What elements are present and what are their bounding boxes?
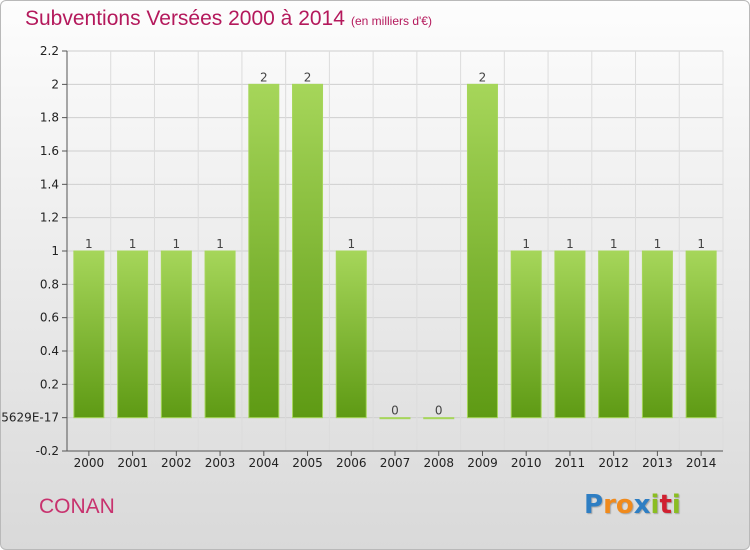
axes: -0.2 -1.15629E-17 0.2 0.4 0.6 0.8 1 1.2 1.4 1.6 1.… (1, 44, 723, 470)
bar (466, 83, 498, 419)
logo-letter: t (659, 490, 672, 520)
bar (641, 250, 673, 419)
y-tick-label: 0.8 (40, 277, 59, 291)
bar (160, 250, 192, 419)
bar-value-label: 1 (173, 237, 181, 251)
bar-value-label: 1 (129, 237, 137, 251)
bar-value-label: 1 (697, 237, 705, 251)
bar-value-label: 1 (654, 237, 662, 251)
bar-value-label: 1 (216, 237, 224, 251)
x-tick-label: 2002 (161, 456, 192, 470)
x-tick-label: 2000 (74, 456, 105, 470)
bar-value-label: 1 (85, 237, 93, 251)
bar (423, 417, 455, 420)
y-tick-label: 2 (51, 77, 59, 91)
x-tick-label: 2013 (642, 456, 673, 470)
bar-value-label: 0 (391, 404, 399, 418)
logo-letter: o (615, 490, 634, 520)
y-tick-label: -1.15629E-17 (1, 411, 59, 425)
bar (379, 417, 411, 420)
bar-value-label: 2 (260, 70, 268, 84)
bar (73, 250, 105, 419)
y-tick-label: 1.2 (40, 211, 59, 225)
y-tick-label: 1.6 (40, 144, 59, 158)
bar (117, 250, 149, 419)
x-tick-label: 2014 (686, 456, 717, 470)
bar (554, 250, 586, 419)
x-tick-label: 2009 (467, 456, 498, 470)
y-tick-label: 1.8 (40, 111, 59, 125)
x-tick-label: 2007 (380, 456, 411, 470)
proxiti-logo: Proxiti (584, 490, 681, 520)
logo-letter: i (671, 490, 681, 520)
chart-title: Subventions Versées 2000 à 2014 (25, 7, 345, 30)
bar (204, 250, 236, 419)
y-tick-label: 0.6 (40, 311, 59, 325)
x-tick-label: 2012 (598, 456, 629, 470)
bar (335, 250, 367, 419)
y-tick-label: 0.2 (40, 377, 59, 391)
bar-value-label: 2 (479, 70, 487, 84)
bar-value-label: 1 (347, 237, 355, 251)
x-tick-label: 2003 (205, 456, 236, 470)
bar (598, 250, 630, 419)
x-tick-label: 2004 (249, 456, 280, 470)
y-tick-label: 1 (51, 244, 59, 258)
bar (685, 250, 717, 419)
bar (510, 250, 542, 419)
y-tick-label: -0.2 (36, 444, 59, 458)
y-tick-label: 1.4 (40, 177, 59, 191)
bar-value-label: 2 (304, 70, 312, 84)
bar-value-label: 1 (566, 237, 574, 251)
logo-letter: r (603, 490, 616, 520)
x-tick-label: 2010 (511, 456, 542, 470)
chart-unit: (en milliers d'€) (351, 14, 432, 28)
x-tick-label: 2005 (292, 456, 323, 470)
y-tick-label: 0.4 (40, 344, 59, 358)
bar (248, 83, 280, 419)
x-tick-label: 2011 (555, 456, 586, 470)
bars: 1 1 1 1 2 2 1 0 0 2 1 1 1 1 1 (73, 70, 717, 420)
bar-value-label: 1 (522, 237, 530, 251)
logo-letter: P (584, 490, 604, 520)
x-tick-label: 2006 (336, 456, 367, 470)
logo-letter: i (650, 490, 660, 520)
bar-value-label: 0 (435, 404, 443, 418)
x-tick-label: 2008 (423, 456, 454, 470)
commune-name: CONAN (39, 495, 115, 518)
logo-letter: x (633, 490, 651, 520)
bar-value-label: 1 (610, 237, 618, 251)
y-tick-label: 2.2 (40, 44, 59, 58)
bar (292, 83, 324, 419)
x-tick-label: 2001 (117, 456, 148, 470)
